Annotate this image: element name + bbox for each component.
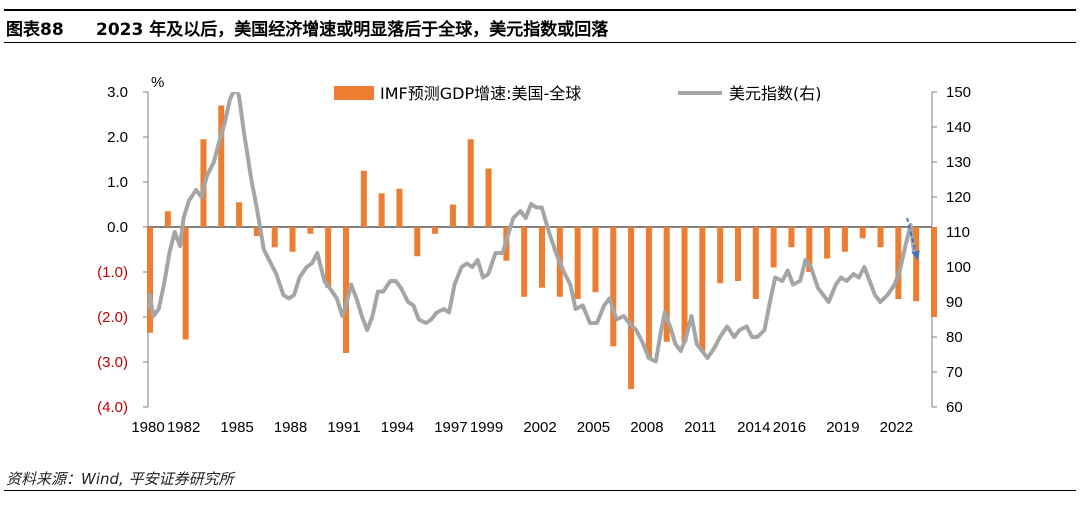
gdp-gap-bar	[236, 202, 243, 227]
right-axis-tick-label: 150	[946, 84, 971, 101]
source-note: 资料来源：Wind, 平安证券研究所	[6, 470, 234, 488]
gdp-gap-bar	[877, 227, 884, 248]
gdp-gap-bar	[913, 227, 920, 302]
gdp-gap-bar	[325, 227, 332, 288]
left-axis-tick-label: (4.0)	[97, 399, 128, 416]
left-axis-tick-label: (3.0)	[97, 354, 128, 371]
x-axis-tick-label: 1985	[220, 419, 253, 436]
left-axis-tick-label: 1.0	[107, 174, 128, 191]
right-axis-tick-label: 90	[946, 294, 963, 311]
gdp-gap-bar	[824, 227, 831, 259]
gdp-gap-bar	[343, 227, 349, 353]
left-axis-tick-label: 0.0	[107, 219, 128, 236]
x-axis-tick-label: 1991	[327, 419, 360, 436]
figure-label: 图表88	[6, 20, 64, 40]
gdp-gap-bar	[539, 227, 545, 288]
gdp-gap-bar	[449, 204, 456, 227]
gdp-gap-bar	[521, 227, 528, 297]
gdp-gap-bar	[467, 139, 474, 227]
legend-bar-swatch	[334, 86, 374, 100]
gdp-gap-bar	[414, 227, 421, 257]
gdp-gap-bar	[699, 227, 706, 351]
gdp-gap-bar	[735, 227, 741, 281]
gdp-gap-bar	[253, 227, 260, 236]
left-axis-tick-label: (1.0)	[97, 264, 128, 281]
x-axis-tick-label: 2011	[684, 419, 716, 436]
gdp-gap-bar	[752, 227, 759, 299]
x-axis-tick-label: 1980	[131, 419, 164, 436]
right-axis-tick-label: 120	[946, 189, 971, 206]
gdp-gap-bar	[271, 227, 278, 248]
title-divider	[4, 42, 1076, 43]
gdp-gap-bar	[770, 227, 777, 268]
gdp-gap-bar	[485, 168, 492, 227]
right-axis-tick-label: 80	[946, 329, 963, 346]
gdp-gap-bar	[717, 227, 724, 284]
legend-bar-label: IMF预测GDP增速:美国-全球	[380, 84, 581, 103]
right-axis-tick-label: 110	[946, 224, 970, 241]
left-axis-unit: %	[151, 74, 164, 91]
gdp-gap-bar	[628, 227, 635, 389]
right-axis-tick-label: 140	[946, 119, 971, 136]
gdp-gap-bar	[396, 188, 403, 227]
gdp-gap-bar	[147, 227, 153, 333]
gdp-gap-bar	[164, 211, 171, 227]
x-axis-tick-label: 1994	[381, 419, 414, 436]
gdp-gap-bar	[663, 227, 670, 342]
x-axis-tick-label: 2005	[577, 419, 610, 436]
gdp-gap-bar	[806, 227, 813, 272]
gdp-gap-bar	[895, 227, 902, 299]
x-axis-tick-label: 2008	[630, 419, 663, 436]
gdp-gap-bar	[592, 227, 599, 293]
top-rule	[4, 9, 1076, 11]
left-axis-tick-label: (2.0)	[97, 309, 128, 326]
gdp-gap-bar	[182, 227, 189, 340]
gdp-gap-bar	[432, 227, 439, 234]
gdp-gap-bar	[859, 227, 866, 239]
forecast-arrow-head	[911, 250, 920, 260]
right-axis-tick-label: 70	[946, 364, 963, 381]
gdp-gap-bar	[610, 227, 617, 347]
left-axis-tick-label: 2.0	[107, 129, 128, 146]
x-axis-tick-label: 2022	[880, 419, 913, 436]
gdp-gap-bar	[574, 227, 581, 299]
gdp-gap-bar	[360, 170, 367, 227]
bottom-rule	[4, 490, 1076, 491]
x-axis-tick-label: 1997	[434, 419, 467, 436]
gdp-gap-bar	[681, 227, 688, 342]
x-axis-tick-label: 1982	[167, 419, 200, 436]
gdp-gap-bar	[931, 227, 937, 317]
figure-header: 图表88 2023 年及以后，美国经济增速或明显落后于全球，美元指数或回落	[0, 0, 1080, 42]
x-axis-tick-label: 1988	[274, 419, 307, 436]
gdp-gap-bar	[218, 105, 225, 227]
right-axis-tick-label: 60	[946, 399, 963, 416]
right-axis-tick-label: 100	[946, 259, 971, 276]
x-axis-tick-label: 2014	[737, 419, 770, 436]
legend-line-label: 美元指数(右)	[729, 84, 822, 103]
x-axis-tick-label: 2016	[773, 419, 806, 436]
x-axis-tick-label: 1999	[470, 419, 503, 436]
x-axis-tick-label: 2019	[826, 419, 859, 436]
gdp-gap-bar	[289, 227, 296, 252]
figure-title: 2023 年及以后，美国经济增速或明显落后于全球，美元指数或回落	[96, 20, 609, 40]
gdp-gap-bar	[307, 227, 314, 234]
gdp-gap-bar	[841, 227, 848, 252]
gdp-gap-bar	[378, 193, 385, 227]
left-axis-tick-label: 3.0	[107, 84, 128, 101]
right-axis-tick-label: 130	[946, 154, 971, 171]
gdp-gap-bar	[788, 227, 795, 248]
gdp-gap-bar	[645, 227, 652, 358]
dollar-index-line	[148, 92, 917, 364]
x-axis-tick-label: 2002	[523, 419, 556, 436]
